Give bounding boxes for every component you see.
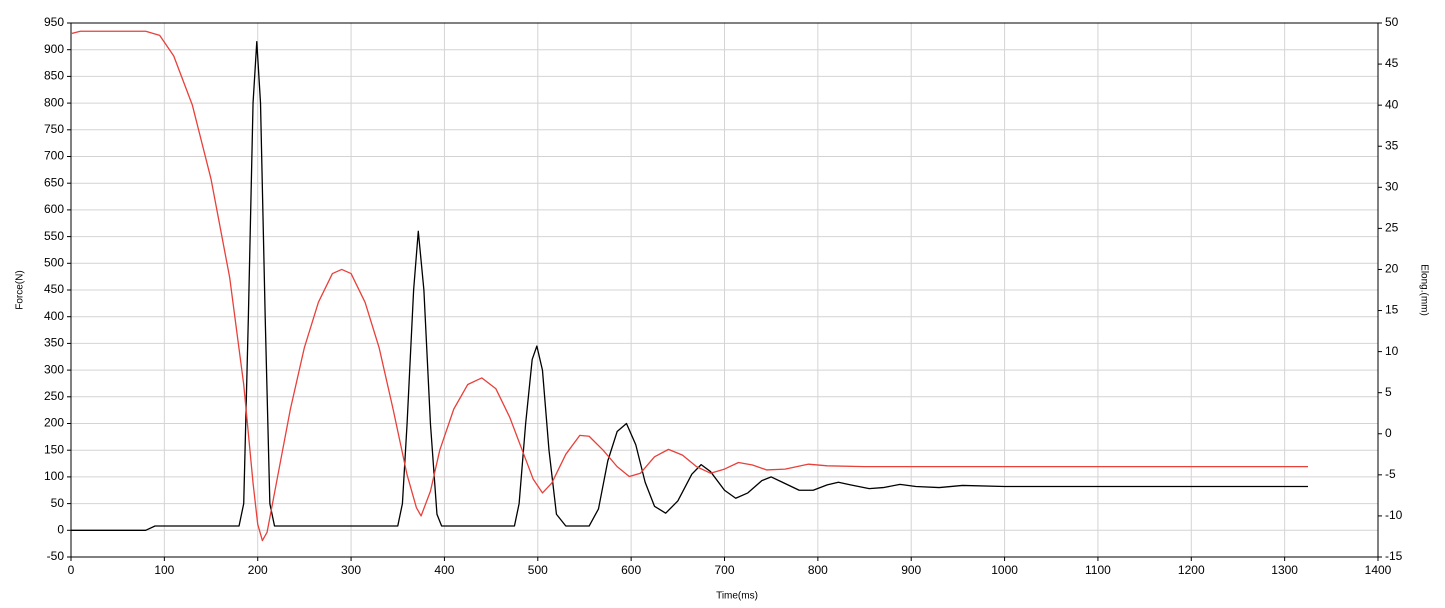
y2-tick-label: -5 (1385, 467, 1396, 481)
y-tick-label: 900 (44, 42, 64, 56)
plot-frame (70, 22, 1379, 558)
y-tick-label: 750 (44, 122, 64, 136)
y-tick-label: -50 (47, 549, 65, 563)
y-tick-label: 100 (44, 469, 64, 483)
x-tick-label: 400 (434, 563, 454, 577)
x-tick-label: 1200 (1178, 563, 1205, 577)
y-tick-label: 350 (44, 336, 64, 350)
y-tick-label: 200 (44, 416, 64, 430)
y2-tick-label: -15 (1385, 549, 1403, 563)
x-axis-label: Time(ms) (716, 591, 758, 602)
y2-tick-label: 0 (1385, 426, 1392, 440)
y-tick-label: 300 (44, 362, 64, 376)
y-tick-label: 150 (44, 442, 64, 456)
x-tick-label: 700 (714, 563, 734, 577)
x-tick-label: 900 (901, 563, 921, 577)
y-tick-label: 600 (44, 202, 64, 216)
y2-tick-label: 10 (1385, 344, 1399, 358)
y-tick-label: 950 (44, 15, 64, 29)
y-tick-label: 0 (57, 522, 64, 536)
y2-tick-label: 40 (1385, 97, 1399, 111)
x-tick-label: 0 (68, 563, 75, 577)
x-tick-label: 1400 (1365, 563, 1392, 577)
y2-tick-label: -10 (1385, 508, 1403, 522)
x-tick-label: 1300 (1271, 563, 1298, 577)
data-line (71, 41, 1308, 531)
y-tick-label: 250 (44, 389, 64, 403)
y2-tick-label: 45 (1385, 56, 1399, 70)
y2-tick-label: 20 (1385, 262, 1399, 276)
y-tick-label: 550 (44, 229, 64, 243)
y-tick-label: 50 (51, 496, 65, 510)
y2-tick-label: 50 (1385, 15, 1399, 29)
y-tick-label: 800 (44, 95, 64, 109)
y2-tick-label: 25 (1385, 221, 1399, 235)
x-tick-label: 600 (621, 563, 641, 577)
y2-tick-label: 5 (1385, 385, 1392, 399)
y-tick-label: 850 (44, 69, 64, 83)
x-tick-label: 300 (341, 563, 361, 577)
x-tick-label: 500 (528, 563, 548, 577)
y-tick-label: 450 (44, 282, 64, 296)
y-tick-label: 650 (44, 175, 64, 189)
y-tick-label: 500 (44, 255, 64, 269)
data-line (70, 30, 1308, 542)
x-tick-label: 1000 (991, 563, 1018, 577)
y2-tick-label: 35 (1385, 138, 1399, 152)
y2-tick-label: 15 (1385, 303, 1399, 317)
y-axis-label: Force(N) (15, 270, 26, 309)
x-tick-label: 800 (808, 563, 828, 577)
x-tick-label: 200 (248, 563, 268, 577)
y-tick-label: 400 (44, 309, 64, 323)
x-tick-label: 100 (154, 563, 174, 577)
y2-axis-label: Elong.(mm) (1418, 264, 1429, 316)
y-tick-label: 700 (44, 149, 64, 163)
x-tick-label: 1100 (1085, 563, 1111, 577)
y2-tick-label: 30 (1385, 179, 1399, 193)
